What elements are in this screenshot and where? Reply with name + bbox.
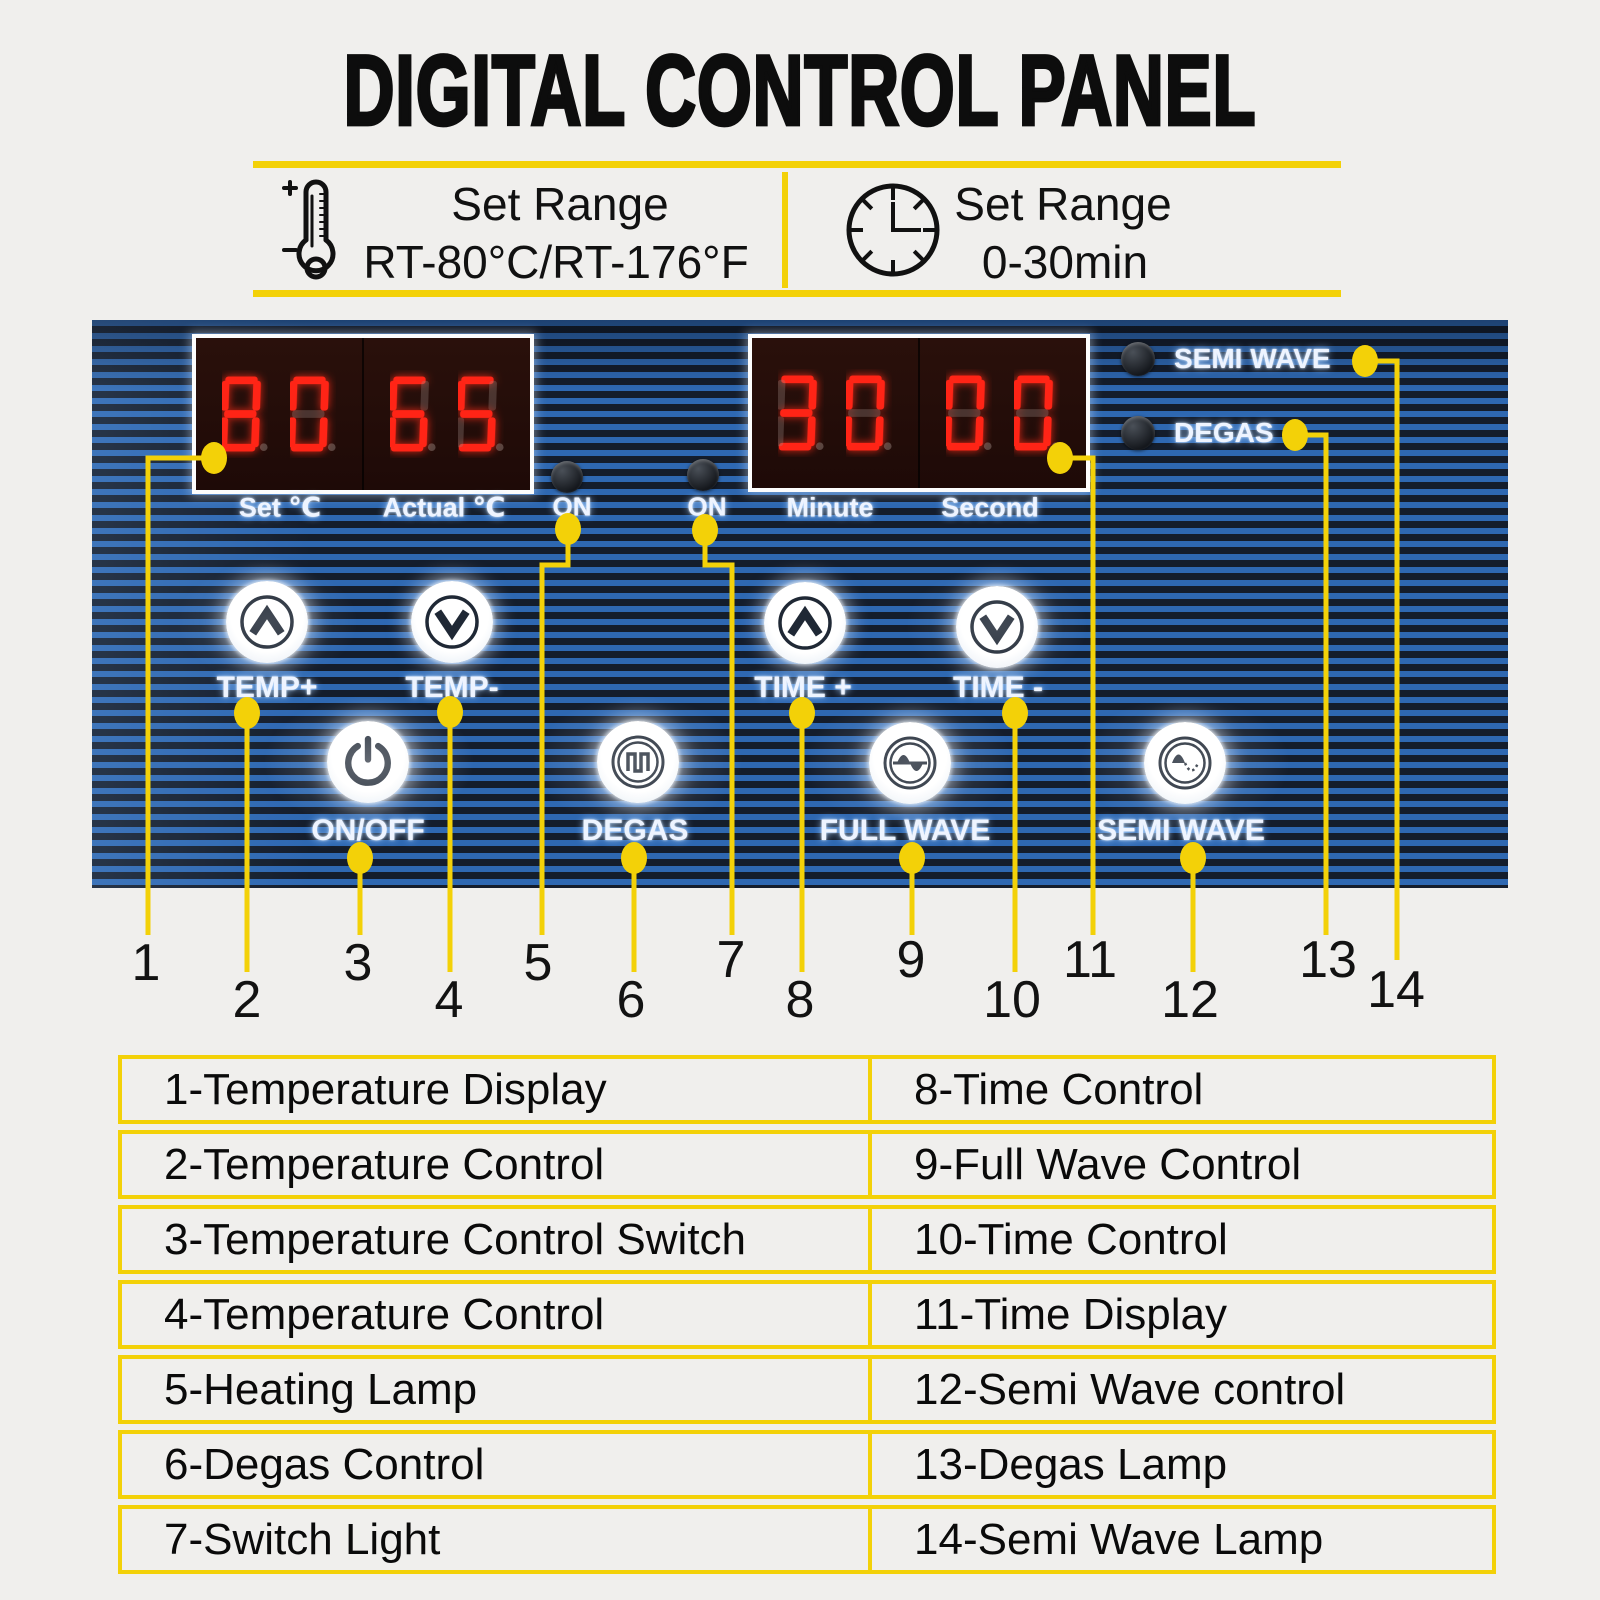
- header-top-rule: [253, 161, 1341, 168]
- temp-range-value: RT-80°C/RT-176°F: [363, 236, 749, 288]
- semi-wave-lamp: [1121, 342, 1155, 376]
- chevron-up-icon: [240, 595, 294, 649]
- time-down-button[interactable]: [956, 586, 1038, 668]
- callout-number-3: 3: [343, 934, 373, 992]
- header-divider: [782, 172, 788, 288]
- legend-item-11: 11-Time Display: [868, 1284, 1492, 1345]
- degas-indicator-label: DEGAS: [1174, 417, 1274, 448]
- temp-up-button[interactable]: [226, 581, 308, 663]
- full-wave-icon: [883, 736, 937, 790]
- legend-item-1: 1-Temperature Display: [164, 1064, 607, 1114]
- time-display: [748, 334, 1090, 492]
- heating-on-label: ON: [552, 491, 592, 522]
- callout-number-7: 7: [716, 931, 746, 989]
- switch-lamp: [687, 459, 719, 491]
- legend-item-9: 9-Full Wave Control: [868, 1134, 1492, 1195]
- callout-number-1: 1: [131, 934, 161, 992]
- callout-number-4: 4: [434, 971, 464, 1029]
- on-off-button[interactable]: [327, 721, 409, 803]
- time-down-label: TIME -: [953, 671, 1043, 704]
- chevron-down-icon: [425, 595, 479, 649]
- header-bottom-rule: [253, 290, 1341, 297]
- page-title: DIGITAL CONTROL PANEL: [342, 33, 1257, 147]
- table-row: 7-Switch Light 14-Semi Wave Lamp: [118, 1505, 1496, 1574]
- second-label: Second: [941, 492, 1039, 523]
- set-c-label: Set ℃: [238, 492, 322, 523]
- callout-number-12: 12: [1161, 971, 1219, 1029]
- legend-item-5: 5-Heating Lamp: [164, 1364, 478, 1414]
- chevron-down-icon: [970, 600, 1024, 654]
- legend-item-7: 7-Switch Light: [164, 1514, 441, 1564]
- legend-table: 1-Temperature Display 8-Time Control 2-T…: [118, 1055, 1496, 1580]
- second-digits: [918, 338, 1086, 488]
- time-range-title: Set Range: [954, 178, 1172, 230]
- degas-lamp: [1121, 416, 1155, 450]
- semi-wave-button[interactable]: [1144, 722, 1226, 804]
- temp-set-digits: [196, 338, 362, 490]
- on-off-label: ON/OFF: [311, 814, 425, 847]
- thermometer-icon: [282, 179, 336, 280]
- degas-wave-icon: [611, 735, 665, 789]
- temp-down-button[interactable]: [411, 581, 493, 663]
- heating-lamp: [551, 461, 583, 493]
- callout-number-2: 2: [232, 971, 262, 1029]
- callout-number-14: 14: [1367, 961, 1425, 1019]
- table-row: 1-Temperature Display 8-Time Control: [118, 1055, 1496, 1124]
- callout-number-11: 11: [1063, 931, 1117, 989]
- full-wave-button[interactable]: [869, 722, 951, 804]
- minute-label: Minute: [786, 492, 874, 523]
- temperature-display: [192, 334, 534, 494]
- legend-item-14: 14-Semi Wave Lamp: [868, 1509, 1492, 1570]
- time-up-label: TIME +: [754, 671, 852, 704]
- legend-item-2: 2-Temperature Control: [164, 1139, 605, 1189]
- temp-up-label: TEMP+: [216, 671, 318, 704]
- semi-wave-label: SEMI WAVE: [1097, 814, 1265, 847]
- time-range-value: 0-30min: [981, 236, 1149, 288]
- table-row: 3-Temperature Control Switch 10-Time Con…: [118, 1205, 1496, 1274]
- legend-item-8: 8-Time Control: [868, 1059, 1492, 1120]
- full-wave-label: FULL WAVE: [819, 814, 991, 847]
- legend-item-13: 13-Degas Lamp: [868, 1434, 1492, 1495]
- actual-c-label: Actual ℃: [382, 492, 506, 523]
- temp-range-title: Set Range: [451, 178, 669, 230]
- table-row: 5-Heating Lamp 12-Semi Wave control: [118, 1355, 1496, 1424]
- semi-wave-indicator-label: SEMI WAVE: [1174, 343, 1331, 374]
- temp-down-label: TEMP-: [405, 671, 499, 704]
- callout-number-9: 9: [896, 931, 926, 989]
- degas-button[interactable]: [597, 721, 679, 803]
- table-row: 6-Degas Control 13-Degas Lamp: [118, 1430, 1496, 1499]
- time-up-button[interactable]: [764, 582, 846, 664]
- degas-button-label: DEGAS: [581, 814, 689, 847]
- legend-item-10: 10-Time Control: [868, 1209, 1492, 1270]
- semi-wave-icon: [1158, 736, 1212, 790]
- table-row: 2-Temperature Control 9-Full Wave Contro…: [118, 1130, 1496, 1199]
- legend-item-4: 4-Temperature Control: [164, 1289, 605, 1339]
- switch-on-label: ON: [687, 491, 727, 522]
- minute-digits: [752, 338, 918, 488]
- callout-number-5: 5: [523, 934, 553, 992]
- legend-item-12: 12-Semi Wave control: [868, 1359, 1492, 1420]
- temp-actual-digits: [362, 338, 530, 490]
- control-panel: Set ℃ Actual ℃ ON ON: [92, 320, 1508, 888]
- chevron-up-icon: [778, 596, 832, 650]
- callout-number-8: 8: [785, 971, 815, 1029]
- callout-number-6: 6: [616, 971, 646, 1029]
- clock-icon: [846, 183, 940, 277]
- table-row: 4-Temperature Control 11-Time Display: [118, 1280, 1496, 1349]
- callout-number-13: 13: [1299, 931, 1357, 989]
- legend-item-6: 6-Degas Control: [164, 1439, 485, 1489]
- callout-number-10: 10: [983, 971, 1041, 1029]
- legend-item-3: 3-Temperature Control Switch: [164, 1214, 747, 1264]
- power-icon: [345, 735, 391, 786]
